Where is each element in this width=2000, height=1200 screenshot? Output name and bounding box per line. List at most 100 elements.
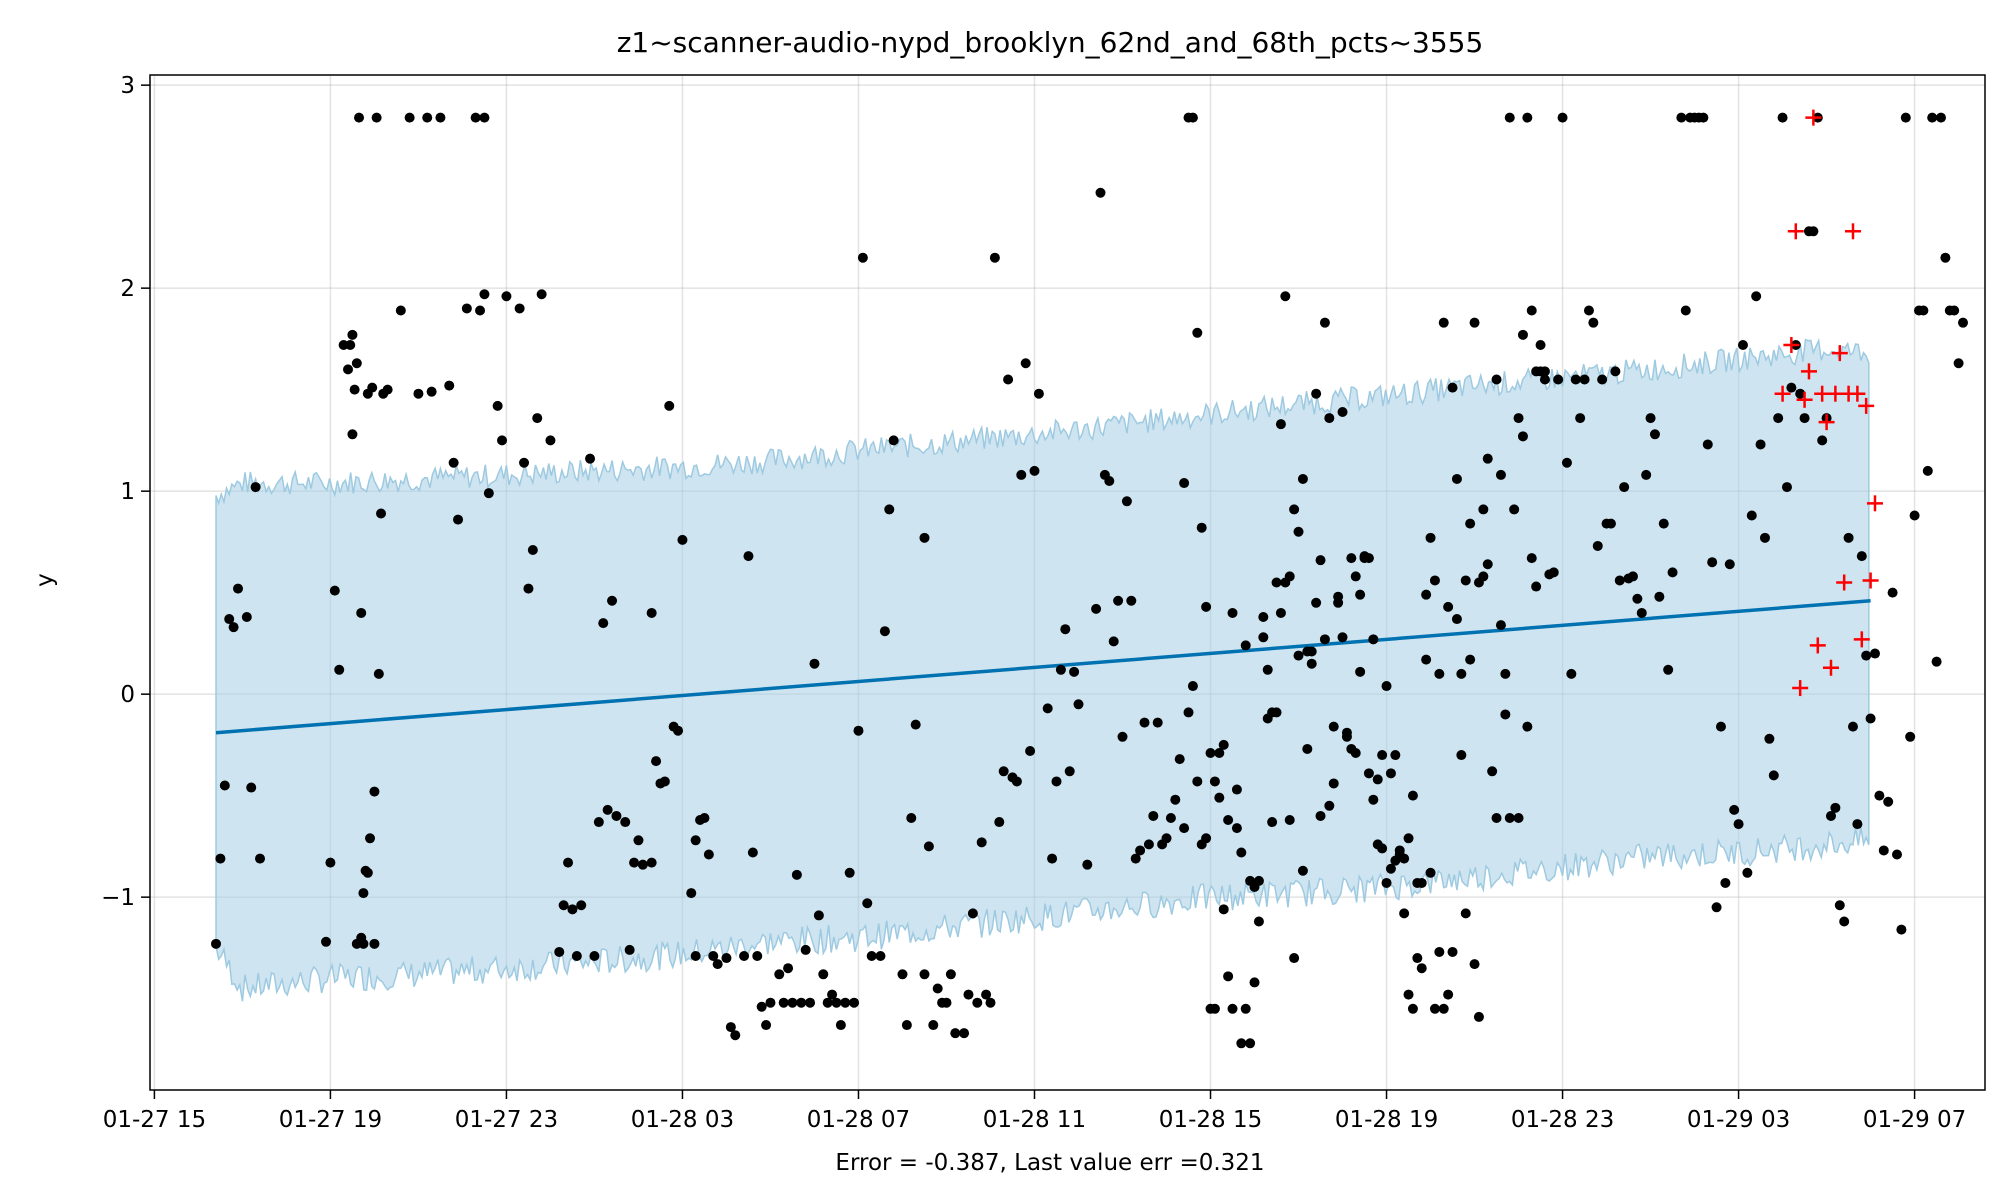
observed-point <box>1513 812 1524 823</box>
observed-point <box>932 983 943 994</box>
observed-point <box>1724 559 1735 570</box>
observed-point <box>1341 727 1352 738</box>
observed-point <box>1302 743 1313 754</box>
observed-point <box>1861 650 1872 661</box>
observed-point <box>426 386 437 397</box>
observed-point <box>1183 707 1194 718</box>
observed-point <box>1324 413 1335 424</box>
observed-point <box>1293 526 1304 537</box>
y-tick-label: −1 <box>101 885 135 911</box>
observed-point <box>690 835 701 846</box>
observed-point <box>1698 112 1709 123</box>
future-point <box>1796 391 1813 408</box>
observed-point <box>791 869 802 880</box>
observed-point <box>1412 953 1423 964</box>
observed-point <box>1773 413 1784 424</box>
observed-point <box>1170 794 1181 805</box>
observed-point <box>646 857 657 868</box>
observed-point <box>1641 469 1652 480</box>
observed-point <box>1583 305 1594 316</box>
observed-point <box>453 514 464 525</box>
observed-point <box>1808 226 1819 237</box>
observed-point <box>1333 597 1344 608</box>
observed-point <box>1399 908 1410 919</box>
observed-point <box>998 766 1009 777</box>
observed-point <box>910 719 921 730</box>
y-tick-label: 3 <box>120 73 135 99</box>
observed-point <box>1522 721 1533 732</box>
observed-point <box>1434 946 1445 957</box>
observed-point <box>1667 567 1678 578</box>
observed-point <box>241 612 252 623</box>
observed-point <box>589 951 600 962</box>
future-point <box>1783 336 1800 353</box>
observed-point <box>1447 946 1458 957</box>
observed-point <box>1095 187 1106 198</box>
observed-point <box>928 1020 939 1031</box>
uncertainty-band <box>215 338 1870 1002</box>
observed-point <box>1051 776 1062 787</box>
observed-point <box>1768 770 1779 781</box>
observed-point <box>1887 587 1898 598</box>
observed-point <box>1575 413 1586 424</box>
observed-point <box>1905 731 1916 742</box>
observed-point <box>1363 553 1374 564</box>
future-point <box>1866 495 1883 512</box>
observed-point <box>1223 815 1234 826</box>
observed-point <box>637 859 648 870</box>
observed-point <box>1619 482 1630 493</box>
observed-point <box>866 951 877 962</box>
observed-point <box>1487 766 1498 777</box>
observed-point <box>215 853 226 864</box>
x-tick-label: 01-28 07 <box>807 1107 910 1133</box>
observed-point <box>1047 853 1058 864</box>
observed-point <box>1579 374 1590 385</box>
observed-point <box>1456 668 1467 679</box>
observed-point <box>941 997 952 1008</box>
observed-point <box>1469 317 1480 328</box>
observed-point <box>1900 112 1911 123</box>
y-tick-label: 1 <box>120 479 135 505</box>
observed-point <box>725 1022 736 1033</box>
observed-point <box>224 614 235 625</box>
observed-point <box>1500 668 1511 679</box>
observed-point <box>1425 532 1436 543</box>
observed-point <box>514 303 525 314</box>
observed-point <box>1337 632 1348 643</box>
observed-point <box>1891 849 1902 860</box>
observed-point <box>853 725 864 736</box>
observed-point <box>783 963 794 974</box>
observed-point <box>1104 476 1115 486</box>
observed-point <box>1025 745 1036 756</box>
observed-point <box>1227 607 1238 618</box>
observed-point <box>1042 703 1053 714</box>
future-point <box>1831 345 1848 362</box>
observed-point <box>752 951 763 962</box>
observed-point <box>897 969 908 980</box>
observed-point <box>629 857 640 868</box>
observed-point <box>1663 664 1674 675</box>
observed-point <box>1751 291 1762 302</box>
observed-point <box>651 756 662 767</box>
observed-point <box>1135 845 1146 856</box>
observed-point <box>475 305 486 316</box>
observed-point <box>1491 374 1502 385</box>
observed-point <box>1201 601 1212 612</box>
observed-point <box>624 944 635 955</box>
y-axis-label: y <box>32 573 58 587</box>
observed-point <box>761 1020 772 1031</box>
observed-point <box>1746 510 1757 521</box>
observed-point <box>343 364 354 375</box>
observed-point <box>1927 112 1938 123</box>
observed-point <box>967 908 978 919</box>
observed-point <box>963 989 974 1000</box>
observed-point <box>1297 473 1308 484</box>
future-point <box>1818 414 1835 431</box>
observed-point <box>1143 839 1154 850</box>
observed-point <box>362 867 373 878</box>
x-tick-label: 01-28 15 <box>1159 1107 1262 1133</box>
observed-point <box>585 453 596 464</box>
observed-point <box>1209 776 1220 787</box>
observed-point <box>1407 790 1418 801</box>
observed-point <box>1443 989 1454 1000</box>
